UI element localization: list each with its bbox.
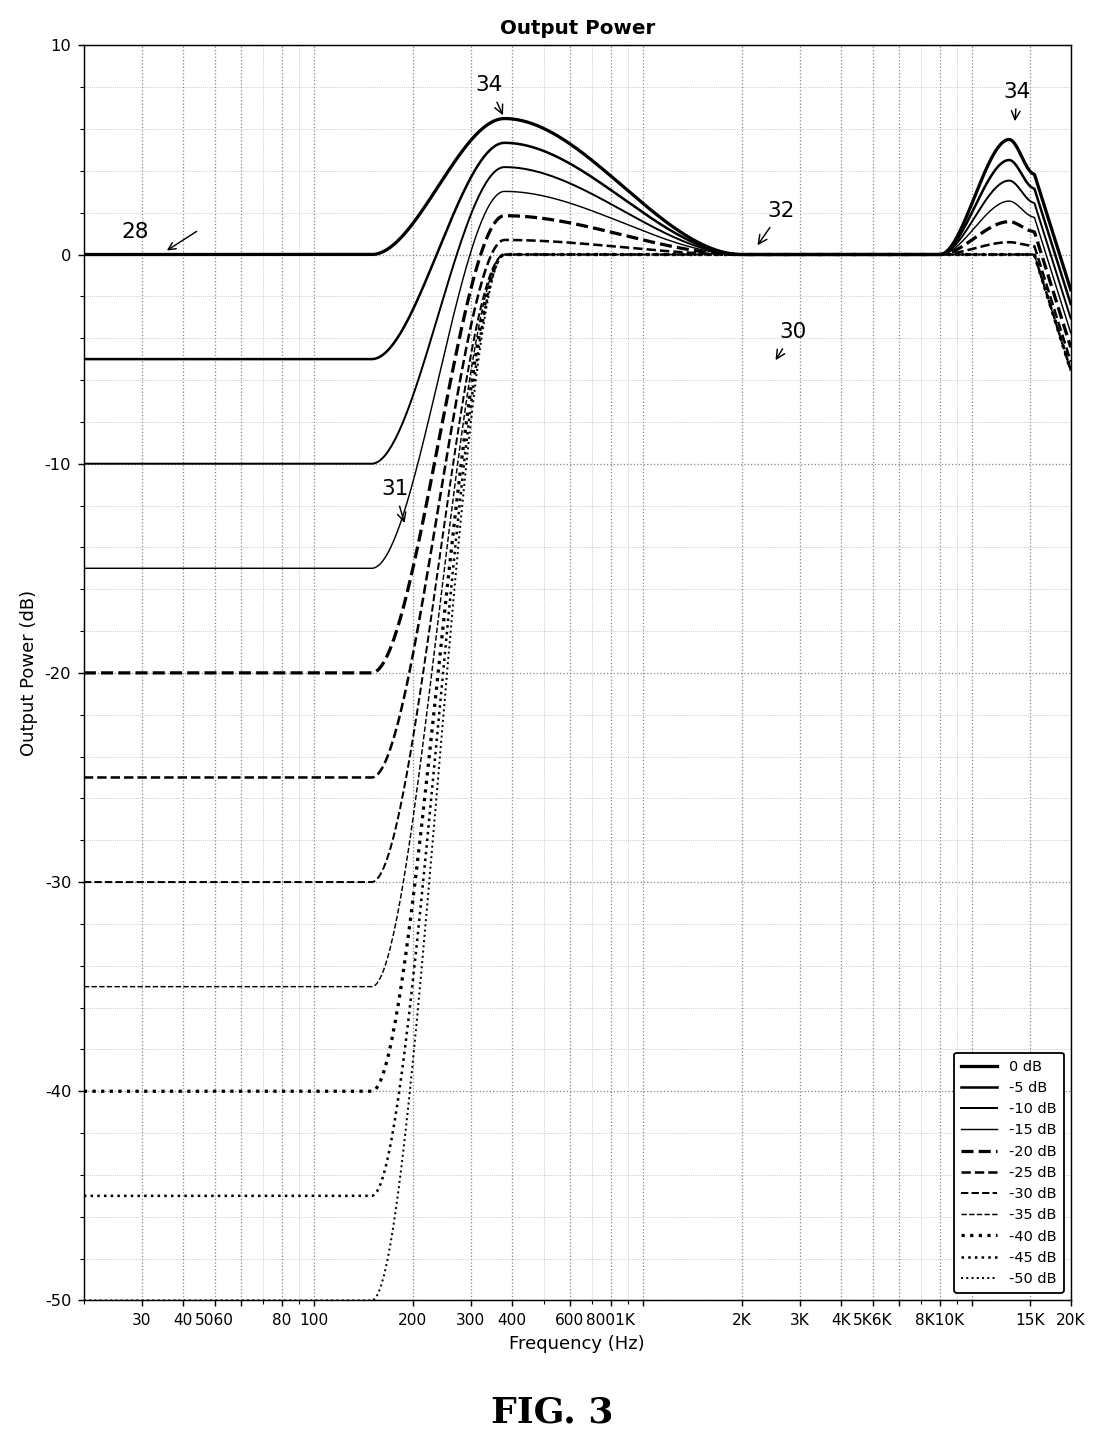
Y-axis label: Output Power (dB): Output Power (dB)	[20, 589, 38, 756]
Text: 30: 30	[777, 322, 807, 359]
Text: 28: 28	[122, 222, 149, 242]
Text: FIG. 3: FIG. 3	[492, 1396, 613, 1430]
Text: 34: 34	[475, 76, 503, 114]
Text: 34: 34	[1003, 82, 1031, 120]
X-axis label: Frequency (Hz): Frequency (Hz)	[509, 1336, 645, 1353]
Text: 31: 31	[381, 479, 409, 522]
Text: 32: 32	[758, 200, 796, 245]
Title: Output Power: Output Power	[499, 20, 655, 39]
Legend: 0 dB, -5 dB, -10 dB, -15 dB, -20 dB, -25 dB, -30 dB, -35 dB, -40 dB, -45 dB, -50: 0 dB, -5 dB, -10 dB, -15 dB, -20 dB, -25…	[954, 1052, 1063, 1293]
